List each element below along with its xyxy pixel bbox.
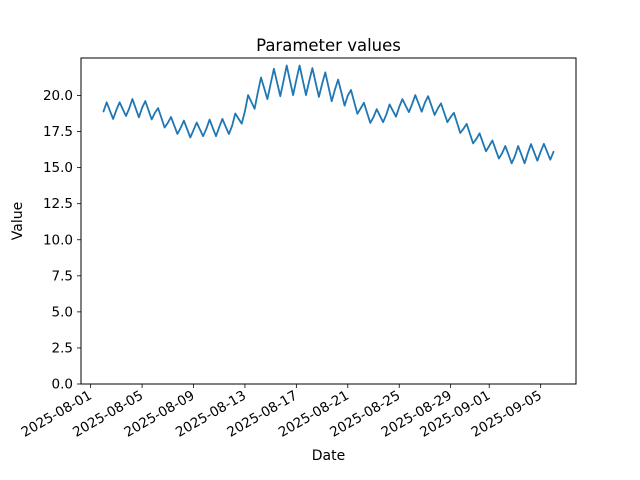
y-tick-label: 5.0 [52,304,73,320]
y-tick-label: 2.5 [52,340,73,356]
y-tick-label: 15.0 [43,160,73,176]
y-tick-label: 12.5 [43,196,73,212]
plot-area [80,57,577,385]
chart-title: Parameter values [256,36,401,55]
y-tick-label: 17.5 [43,124,73,140]
y-axis-ticks: 0.0 2.5 5.0 7.5 10.0 12.5 15.0 17.5 20.0 [43,88,81,393]
series-line [102,64,555,165]
y-axis-label: Value [10,202,26,240]
y-tick-label: 20.0 [43,88,73,104]
y-tick-label: 10.0 [43,232,73,248]
y-tick-label: 0.0 [52,377,73,393]
x-axis-ticks: 2025-08-012025-08-052025-08-092025-08-13… [19,384,545,441]
y-tick-label: 7.5 [52,268,73,284]
data-series [102,64,555,165]
axes-frame [80,57,577,385]
x-axis-label: Date [312,448,345,464]
